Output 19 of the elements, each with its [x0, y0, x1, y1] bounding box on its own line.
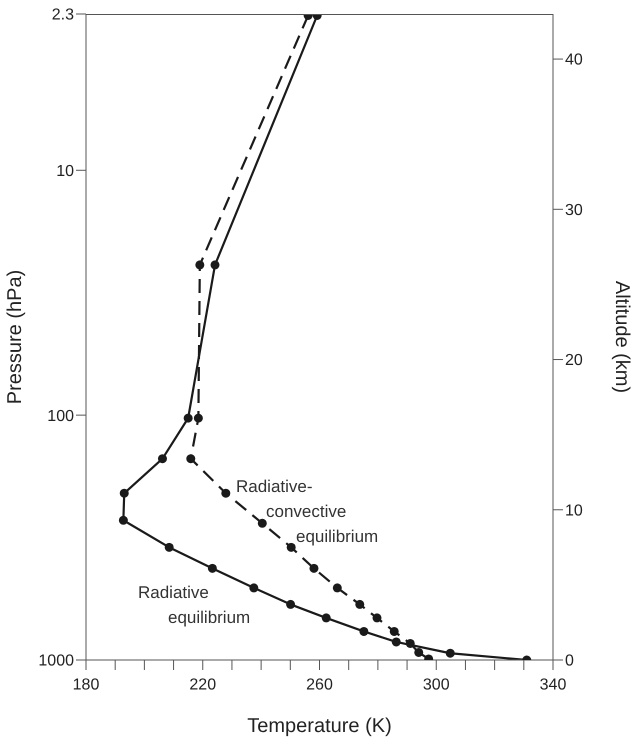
- y2-tick-label: 10: [565, 502, 583, 520]
- series-label: Radiative equilibrium: [138, 582, 250, 629]
- y2-axis-title: Altitude (km): [610, 280, 633, 394]
- y2-tick-label: 0: [565, 652, 574, 670]
- x-tick-label: 340: [540, 676, 566, 694]
- x-tick-label: 260: [306, 676, 333, 694]
- y2-tick-label: 30: [565, 202, 583, 219]
- x-tick-label: 220: [189, 676, 216, 694]
- y-tick-label: 2.3: [52, 6, 74, 24]
- y-axis-title: Pressure (hPa): [4, 270, 26, 404]
- x-tick-label: 300: [422, 676, 450, 694]
- x-axis-title: Temperature (K): [247, 715, 392, 737]
- y-tick-label: 100: [47, 408, 74, 425]
- y2-tick-label: 40: [565, 52, 583, 69]
- series-label: Radiative-convective equilibrium: [236, 476, 378, 548]
- y-tick-label: 10: [56, 162, 74, 180]
- y2-tick-label: 20: [565, 352, 583, 370]
- y-tick-label: 1000: [38, 652, 74, 670]
- x-tick-label: 180: [72, 676, 100, 694]
